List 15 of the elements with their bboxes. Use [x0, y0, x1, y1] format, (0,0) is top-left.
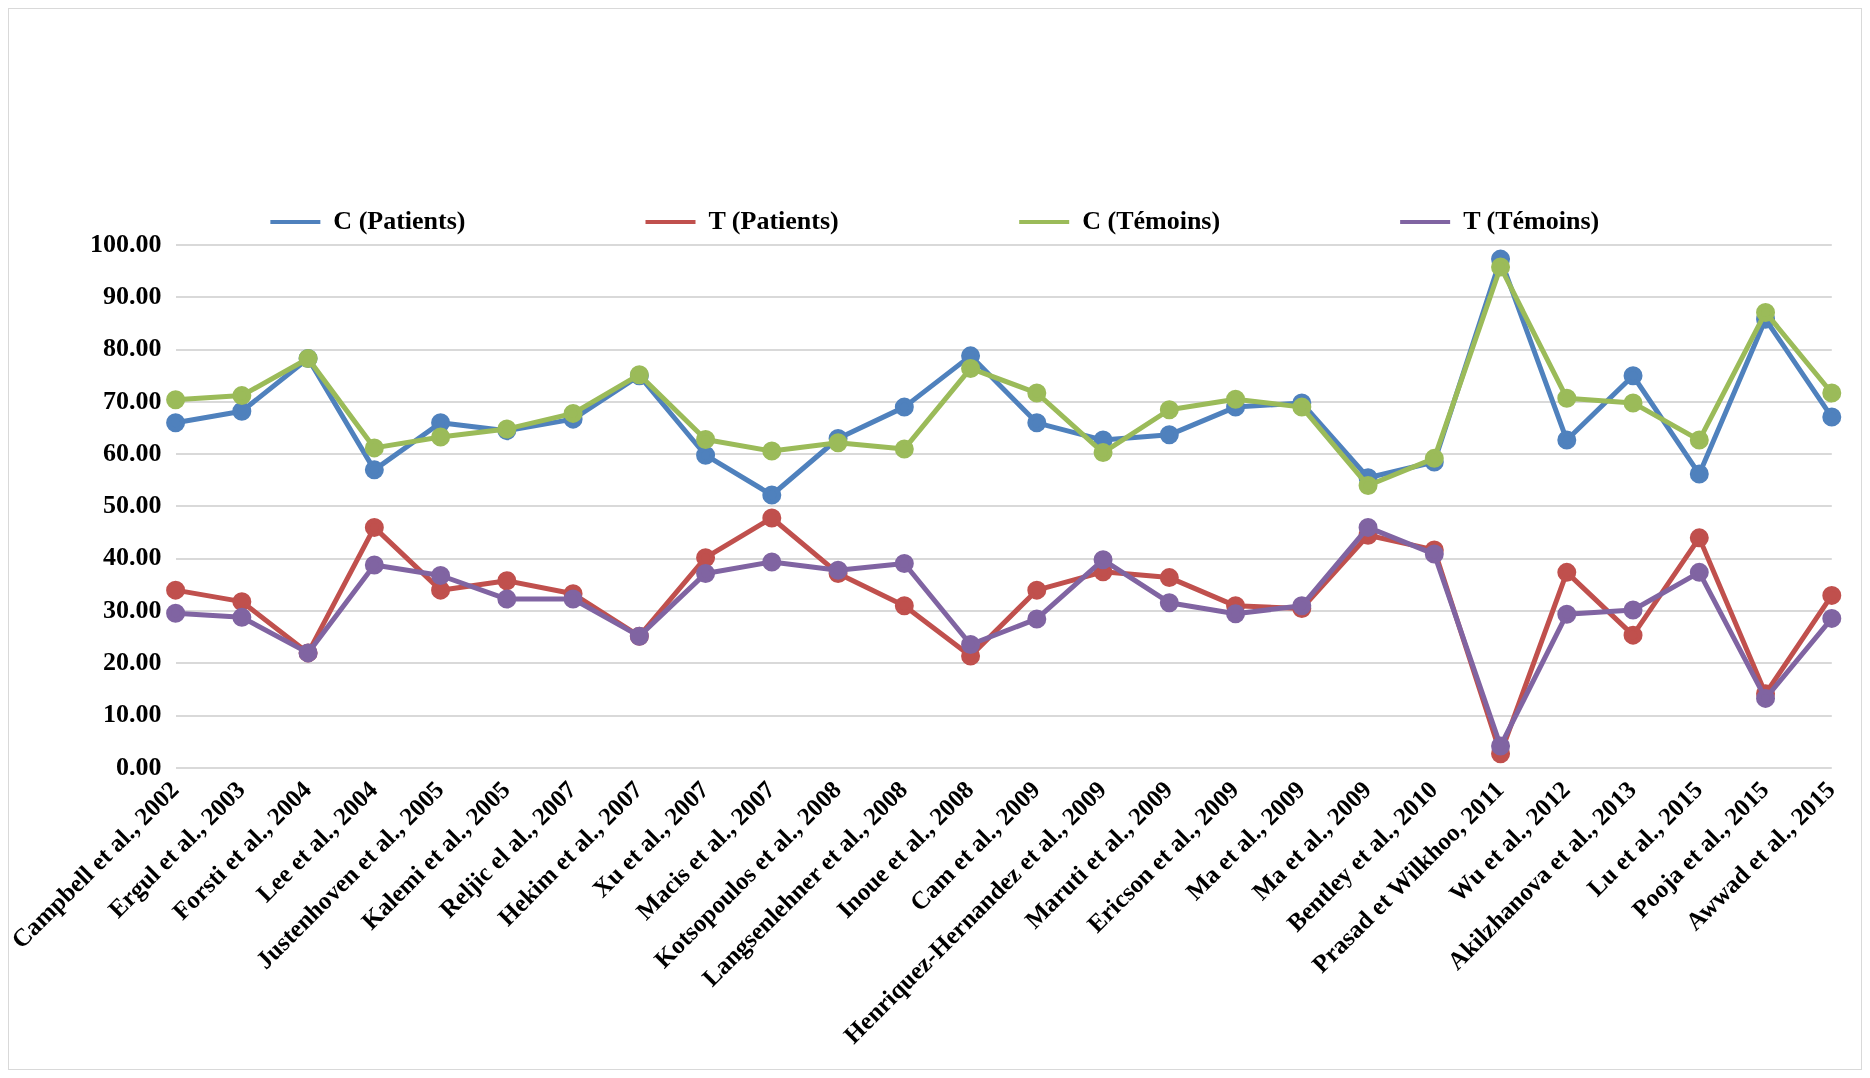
- y-tick-label: 70.00: [103, 385, 162, 415]
- y-tick-label: 90.00: [103, 281, 162, 311]
- y-tick-label: 50.00: [103, 490, 162, 520]
- y-tick-label: 100.00: [90, 228, 162, 258]
- legend-label: T (Témoins): [1463, 205, 1600, 235]
- y-tick-label: 20.00: [103, 647, 162, 677]
- y-tick-label: 60.00: [103, 437, 162, 467]
- y-tick-label: 30.00: [103, 594, 162, 624]
- legend-label: T (Patients): [708, 205, 839, 235]
- legend-label: C (Patients): [333, 205, 466, 235]
- y-tick-label: 40.00: [103, 542, 162, 572]
- legend-label: C (Témoins): [1082, 205, 1221, 235]
- y-tick-label: 80.00: [103, 333, 162, 363]
- y-tick-label: 0.00: [116, 751, 162, 781]
- y-tick-label: 10.00: [103, 699, 162, 729]
